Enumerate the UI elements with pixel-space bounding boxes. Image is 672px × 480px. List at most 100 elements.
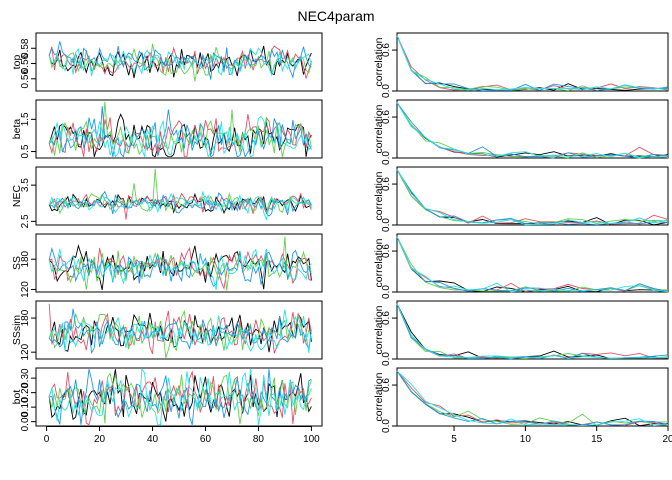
acf-ytick-label: 0.0 — [381, 218, 392, 232]
acf-ytick-label: 0.0 — [381, 84, 392, 98]
trace-ytick-label: 1.5 — [20, 112, 31, 126]
acf-frame — [396, 233, 669, 293]
acf-line-SSsim-chain-1 — [396, 303, 669, 360]
trace-line-beta-chain-3 — [48, 101, 312, 157]
acf-ytick-label: 0.0 — [381, 151, 392, 165]
trace-ytick-label: 0.00 — [20, 411, 31, 431]
acf-ylabel: correlation — [373, 305, 385, 354]
trace-ytick-label: 0.5 — [20, 144, 31, 158]
trace-frame — [35, 99, 323, 159]
trace-ytick-label: 0.56 — [20, 53, 31, 73]
acf-line-beta-chain-2 — [396, 102, 669, 157]
trace-ylabel-SS: SS — [11, 256, 23, 270]
acf-line-top-chain-2 — [396, 35, 669, 91]
trace-line-beta-chain-5 — [48, 115, 312, 157]
acf-line-NEC-chain-1 — [396, 169, 669, 226]
trace-line-NEC-chain-2 — [48, 192, 312, 220]
acf-xtick-label: 15 — [591, 434, 603, 445]
acf-line-SSsim-chain-2 — [396, 303, 669, 359]
acf-line-NEC-chain-4 — [396, 169, 669, 226]
acf-line-SS-chain-4 — [396, 236, 669, 293]
trace-frame — [35, 233, 323, 293]
acf-frame — [396, 367, 669, 427]
trace-ylabel-bot: bot — [11, 390, 23, 405]
acf-line-bot-chain-2 — [396, 370, 669, 427]
trace-ytick-label: 0.20 — [20, 382, 31, 402]
trace-line-NEC-chain-5 — [48, 191, 312, 222]
acf-line-top-chain-4 — [396, 35, 669, 92]
trace-frame — [35, 32, 323, 92]
acf-line-beta-chain-4 — [396, 102, 669, 159]
acf-line-top-chain-5 — [396, 35, 669, 91]
acf-xtick-label: 10 — [520, 434, 532, 445]
trace-line-top-chain-5 — [48, 47, 312, 77]
trace-ylabel-NEC: NEC — [11, 184, 23, 207]
acf-line-bot-chain-5 — [396, 370, 669, 427]
trace-ytick-label: 180 — [20, 250, 31, 267]
acf-frame — [396, 99, 669, 159]
acf-ytick-label: 0.6 — [381, 43, 392, 57]
acf-line-SS-chain-2 — [396, 236, 669, 293]
acf-ylabel: correlation — [373, 238, 385, 287]
trace-ytick-label: 0.58 — [20, 38, 31, 58]
trace-xtick-label: 60 — [200, 434, 212, 445]
acf-line-beta-chain-3 — [396, 102, 669, 159]
trace-xtick-label: 100 — [303, 434, 320, 445]
acf-line-SS-chain-3 — [396, 236, 669, 292]
trace-frame — [35, 166, 323, 226]
trace-xtick-label: 0 — [44, 434, 50, 445]
acf-line-SSsim-chain-5 — [396, 303, 669, 360]
acf-ytick-label: 0.6 — [381, 311, 392, 325]
acf-ytick-label: 0.6 — [381, 244, 392, 258]
acf-ylabel: correlation — [373, 171, 385, 220]
trace-line-bot-chain-5 — [48, 369, 312, 425]
trace-line-SS-chain-1 — [48, 244, 312, 291]
acf-line-bot-chain-3 — [396, 370, 669, 426]
trace-line-top-chain-4 — [48, 41, 312, 80]
acf-ytick-label: 0.0 — [381, 352, 392, 366]
trace-ytick-label: 2.5 — [20, 214, 31, 228]
acf-frame — [396, 300, 669, 360]
acf-line-SS-chain-1 — [396, 236, 669, 293]
acf-line-beta-chain-5 — [396, 102, 669, 159]
acf-ytick-label: 0.0 — [381, 285, 392, 299]
trace-ylabel-top: top — [11, 55, 23, 70]
trace-ytick-label: 3.5 — [20, 178, 31, 192]
trace-frame — [35, 300, 323, 360]
trace-ytick-label: 0.30 — [20, 368, 31, 388]
trace-ytick-label: 0.10 — [20, 397, 31, 417]
trace-ytick-label: 0.56 — [20, 69, 31, 89]
trace-ylabel-beta: beta — [11, 119, 23, 140]
trace-line-SS-chain-5 — [48, 248, 312, 290]
acf-line-SS-chain-5 — [396, 236, 669, 293]
trace-line-SSsim-chain-3 — [48, 309, 312, 358]
acf-ylabel: correlation — [373, 37, 385, 86]
figure-title: NEC4param — [297, 8, 374, 24]
trace-xtick-label: 20 — [94, 434, 106, 445]
acf-line-top-chain-1 — [396, 35, 669, 92]
acf-ytick-label: 0.0 — [381, 419, 392, 433]
trace-line-SSsim-chain-5 — [48, 309, 312, 353]
acf-line-SSsim-chain-4 — [396, 303, 669, 360]
acf-line-bot-chain-4 — [396, 370, 669, 427]
trace-line-beta-chain-4 — [48, 106, 312, 157]
acf-line-SSsim-chain-3 — [396, 303, 669, 360]
trace-line-NEC-chain-3 — [48, 168, 312, 215]
acf-ytick-label: 0.6 — [381, 378, 392, 392]
acf-xtick-label: 5 — [451, 434, 457, 445]
acf-frame — [396, 32, 669, 92]
trace-line-SSsim-chain-2 — [48, 303, 312, 354]
trace-line-top-chain-1 — [48, 45, 312, 79]
trace-line-SS-chain-4 — [48, 246, 312, 288]
trace-line-SS-chain-3 — [48, 236, 312, 291]
trace-xtick-label: 80 — [253, 434, 265, 445]
